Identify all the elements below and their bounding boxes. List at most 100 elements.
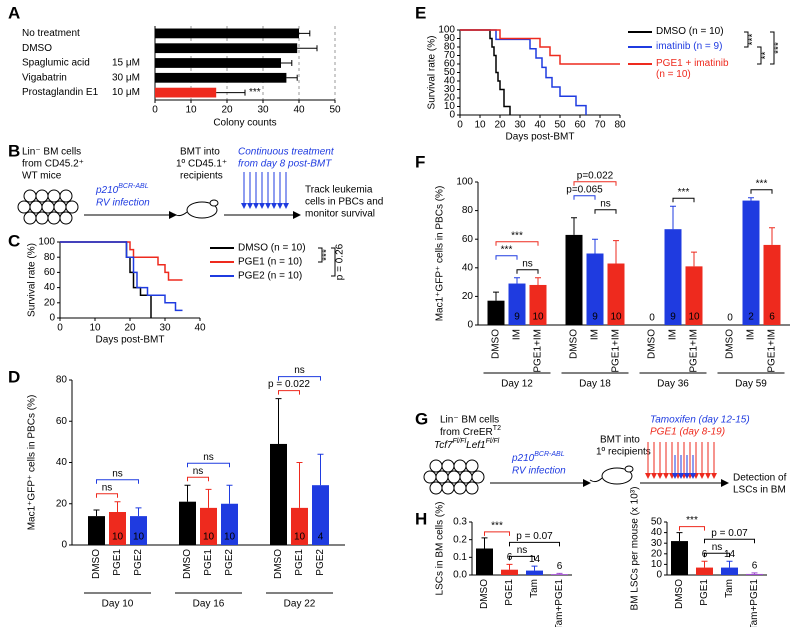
- x-tick-label: DMSO: [182, 549, 193, 579]
- treatment-text: from day 8 post-BMT: [238, 159, 332, 170]
- readout-text: Track leukemia: [305, 185, 373, 196]
- x-tick-label: PGE1+IM: [767, 329, 778, 373]
- genotype-gene: Lef1: [466, 440, 485, 451]
- method-text: RV infection: [512, 466, 566, 477]
- n-label: 10: [532, 312, 544, 323]
- bracket: [484, 531, 510, 536]
- x-tick-label: PGE1: [203, 549, 214, 576]
- y-tick-label: 10: [651, 559, 663, 570]
- x-tick-label: 0: [57, 323, 63, 334]
- significance-label: ***: [774, 42, 785, 54]
- significance-label: ***: [756, 178, 768, 189]
- y-tick-label: 80: [462, 205, 474, 216]
- significance-label: ns: [112, 468, 123, 479]
- legend-label: imatinib (n = 9): [656, 41, 723, 52]
- group-label: Day 18: [579, 379, 611, 390]
- y-tick-label: 60: [44, 267, 56, 278]
- x-tick-label: 40: [194, 323, 206, 334]
- group-label: Day 12: [501, 379, 533, 390]
- x-axis-label: Days post-BMT: [96, 335, 165, 346]
- bar: [742, 200, 760, 325]
- y-tick-label: 0: [656, 570, 662, 581]
- error-bar: [275, 398, 282, 444]
- n-label: 7: [482, 562, 488, 573]
- x-tick-label: DMSO: [491, 329, 502, 359]
- y-tick-label: 40: [44, 282, 56, 293]
- y-tick-label: 20: [44, 297, 56, 308]
- significance-label: ns: [102, 482, 113, 493]
- n-label: 2: [748, 312, 754, 323]
- bracket: [331, 247, 336, 277]
- y-tick-label: 0: [467, 320, 473, 331]
- n-label: 10: [182, 532, 194, 543]
- n-label: 10: [91, 532, 103, 543]
- mouse: [589, 465, 634, 485]
- x-tick-label: DMSO: [479, 579, 490, 609]
- x-tick-label: DMSO: [647, 329, 658, 359]
- error-bar: [535, 277, 541, 285]
- y-axis-label: LSCs in BM cells (%): [435, 502, 446, 596]
- error-bar: [114, 501, 121, 512]
- source-text: Lin⁻ BM cells: [440, 415, 499, 426]
- vector-sup: BCR-ABL: [534, 451, 564, 458]
- n-label: 10: [490, 312, 502, 323]
- significance-label: ns: [712, 542, 723, 553]
- x-tick-label: Tam+PGE1: [554, 579, 565, 627]
- category-label: Prostaglandin E1: [22, 87, 99, 98]
- y-tick-label: 100: [38, 237, 55, 248]
- bar: [200, 507, 217, 545]
- y-tick-label: 0: [49, 313, 55, 324]
- significance-label: ***: [491, 521, 503, 532]
- recipient-text: recipients: [180, 171, 223, 182]
- x-tick-label: IM: [668, 329, 679, 340]
- significance-label: ns: [517, 545, 528, 556]
- x-tick-label: 50: [554, 120, 566, 131]
- x-tick-label: DMSO: [674, 579, 685, 609]
- error-bar: [135, 507, 142, 517]
- x-tick-label: 0: [457, 120, 463, 131]
- x-tick-label: PGE1: [504, 579, 515, 606]
- error-bar: [613, 240, 619, 264]
- error-bar: [514, 277, 520, 284]
- x-tick-label: IM: [746, 329, 757, 340]
- x-tick-label: Tam+PGE1: [749, 579, 760, 627]
- bar: [487, 300, 505, 325]
- x-tick-label: 10: [185, 105, 197, 116]
- significance-label: ***: [322, 249, 333, 261]
- method-text: RV infection: [96, 198, 150, 209]
- legend-label: DMSO (n = 10): [656, 26, 724, 37]
- source-text: from CD45.2⁺: [22, 159, 84, 170]
- n-label: 10: [294, 532, 306, 543]
- bar: [721, 567, 738, 575]
- significance-label: ns: [203, 452, 214, 463]
- bracket: [744, 31, 749, 48]
- significance-label: ***: [686, 515, 698, 526]
- bracket: [278, 376, 321, 381]
- y-tick-label: 0.2: [453, 534, 467, 545]
- y-axis-label: Mac1⁺GFP⁺ cells in PBCs (%): [435, 186, 446, 322]
- group-label: Day 59: [735, 379, 767, 390]
- significance-label: ns: [522, 258, 533, 269]
- legend-label: DMSO (n = 10): [238, 243, 306, 254]
- error-bar: [748, 197, 754, 201]
- y-tick-label: 60: [462, 234, 474, 245]
- n-label: 6: [752, 561, 758, 572]
- bracket: [757, 46, 762, 65]
- y-tick-label: 0.0: [453, 570, 467, 581]
- n-label: 9: [592, 312, 598, 323]
- source-sup: T2: [493, 425, 501, 432]
- x-tick-label: IM: [590, 329, 601, 340]
- bar: [551, 574, 568, 575]
- panel-letter: B: [8, 141, 20, 160]
- n-label: 4: [318, 532, 324, 543]
- y-tick-label: 80: [56, 375, 68, 386]
- bar: [270, 443, 287, 545]
- x-tick-label: 80: [614, 120, 626, 131]
- x-tick-label: 10: [89, 323, 101, 334]
- x-tick-label: PGE1: [294, 549, 305, 576]
- error-bar: [184, 484, 191, 502]
- error-bar: [531, 565, 538, 571]
- bar: [109, 512, 126, 545]
- concentration-label: 10 μM: [112, 87, 140, 98]
